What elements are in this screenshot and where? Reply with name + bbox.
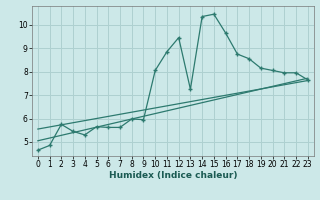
X-axis label: Humidex (Indice chaleur): Humidex (Indice chaleur) bbox=[108, 171, 237, 180]
